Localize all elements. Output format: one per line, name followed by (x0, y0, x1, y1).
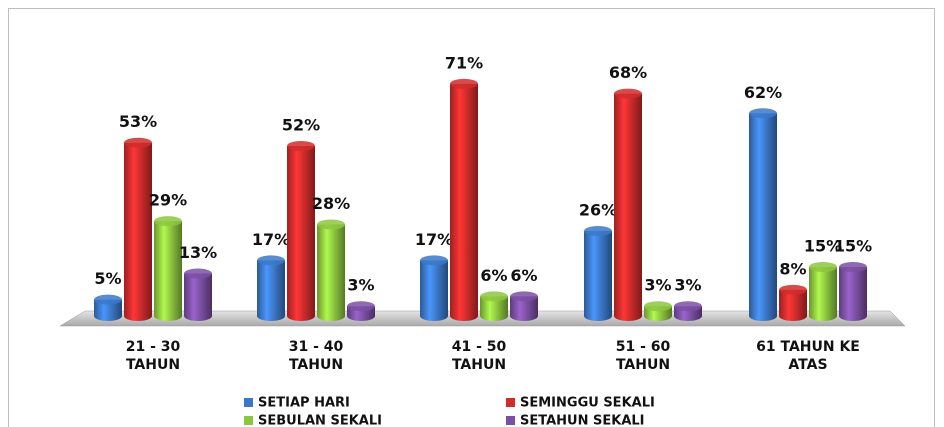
bar (184, 273, 212, 321)
legend-label: SETIAP HARI (258, 396, 350, 411)
data-label: 6% (510, 266, 537, 285)
bar-top (287, 140, 315, 151)
bar-top (317, 219, 345, 230)
x-tick-label: 31 - 40 (289, 339, 344, 355)
bar (124, 142, 152, 321)
bar-top (124, 137, 152, 148)
data-label: 29% (149, 191, 187, 210)
x-tick-label: 41 - 50 (452, 339, 507, 355)
bar-top (154, 216, 182, 227)
data-label: 68% (609, 63, 647, 82)
legend-label: SETAHUN SEKALI (520, 414, 645, 427)
legend-swatch (506, 398, 515, 407)
bar-top (674, 301, 702, 312)
bar-top (749, 108, 777, 119)
bar (749, 113, 777, 321)
bar (94, 299, 122, 321)
x-tick-label: TAHUN (452, 357, 506, 373)
bar (510, 296, 538, 321)
bar-top (420, 255, 448, 266)
legend-swatch (506, 416, 515, 425)
x-tick-label: TAHUN (126, 357, 180, 373)
data-label: 17% (415, 230, 453, 249)
x-tick-label: ATAS (788, 357, 827, 373)
x-tick-label: 21 - 30 (126, 339, 181, 355)
bar (809, 266, 837, 321)
bar (839, 266, 867, 321)
bar-top (614, 88, 642, 99)
data-label: 3% (674, 276, 701, 295)
bar (450, 83, 478, 321)
data-label: 53% (119, 112, 157, 131)
data-label: 15% (804, 236, 842, 255)
bar (480, 296, 508, 321)
bar-top (347, 301, 375, 312)
data-label: 71% (445, 53, 483, 72)
x-tick-label: 51 - 60 (616, 339, 671, 355)
bar-top (510, 291, 538, 302)
bar (614, 93, 642, 321)
data-label: 8% (779, 259, 806, 278)
bar (317, 224, 345, 321)
bar (779, 289, 807, 321)
data-label: 62% (744, 83, 782, 102)
bar (154, 221, 182, 321)
data-label: 6% (480, 266, 507, 285)
bar (257, 260, 285, 321)
data-label: 26% (579, 200, 617, 219)
legend-label: SEBULAN SEKALI (258, 414, 382, 427)
bar-top (480, 291, 508, 302)
bar-top (839, 261, 867, 272)
data-label: 3% (644, 276, 671, 295)
x-tick-label: TAHUN (616, 357, 670, 373)
bar-top (644, 301, 672, 312)
data-label: 17% (252, 230, 290, 249)
x-tick-label: TAHUN (289, 357, 343, 373)
data-label: 5% (94, 269, 121, 288)
data-label: 28% (312, 194, 350, 213)
legend-swatch (244, 398, 253, 407)
bar-top (184, 268, 212, 279)
bar (584, 230, 612, 321)
bar-top (809, 261, 837, 272)
data-label: 3% (347, 276, 374, 295)
bar (287, 145, 315, 321)
bar-top (94, 294, 122, 305)
data-label: 13% (179, 243, 217, 262)
bar-top (257, 255, 285, 266)
data-label: 15% (834, 236, 872, 255)
x-tick-label: 61 TAHUN KE (756, 339, 860, 355)
bar (420, 260, 448, 321)
data-label: 52% (282, 115, 320, 134)
bar-top (779, 284, 807, 295)
bar-top (450, 78, 478, 89)
legend-swatch (244, 416, 253, 425)
legend-label: SEMINGGU SEKALI (520, 396, 655, 411)
chart-frame (8, 8, 935, 427)
bar-top (584, 225, 612, 236)
